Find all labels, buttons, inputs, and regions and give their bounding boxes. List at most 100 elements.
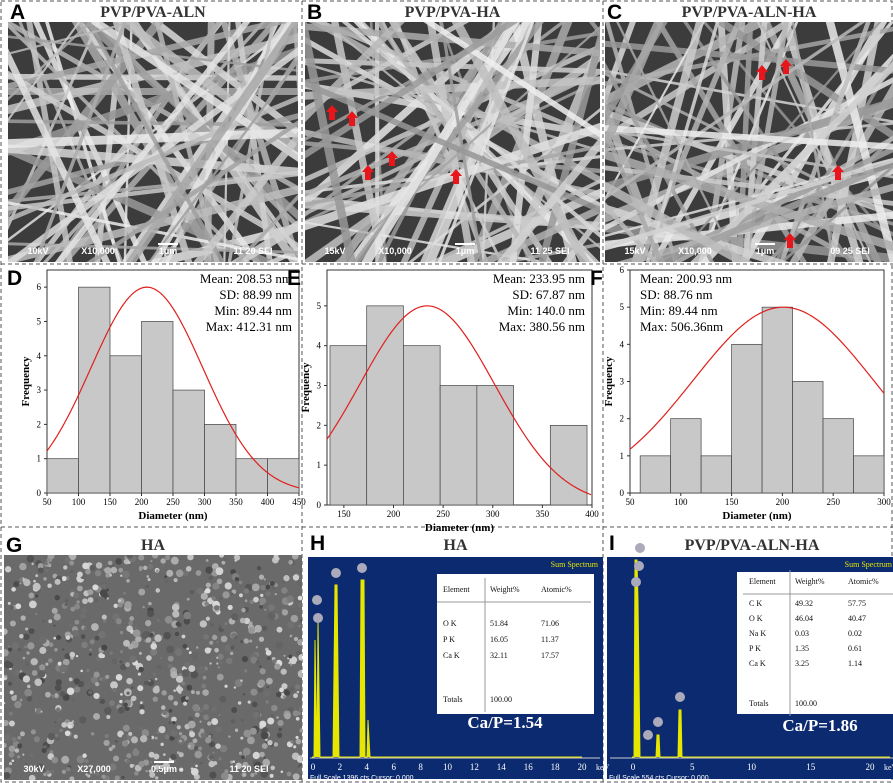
grain (211, 634, 218, 641)
fiber (220, 22, 298, 262)
grain (295, 684, 301, 690)
grain (237, 701, 242, 705)
grain (118, 567, 124, 573)
fiber (714, 22, 893, 140)
grain (290, 740, 294, 744)
grain (69, 560, 75, 566)
grain (230, 760, 234, 764)
grain (54, 734, 59, 738)
grain (4, 566, 12, 573)
grain (164, 575, 168, 579)
grain (215, 567, 224, 576)
grain (234, 555, 241, 561)
table-cell: 3.25 (795, 659, 809, 668)
grain (119, 699, 123, 704)
grain (65, 599, 69, 603)
grain (185, 696, 189, 701)
grain (115, 674, 123, 681)
grain (55, 707, 61, 713)
x-tick-label: 150 (337, 509, 351, 519)
grain (124, 601, 132, 609)
table-cell: 1.14 (848, 659, 862, 668)
grain (9, 690, 14, 695)
fiber (331, 22, 387, 262)
x-tick-label: 50 (626, 497, 636, 507)
grain (74, 619, 80, 625)
grain (243, 729, 252, 738)
grain (279, 687, 284, 693)
grain (200, 592, 208, 600)
grain (106, 597, 109, 600)
grain (253, 596, 259, 603)
fiber (605, 22, 664, 157)
grain (137, 685, 144, 692)
grain (173, 760, 177, 763)
fiber (605, 22, 866, 200)
grain (216, 589, 220, 592)
grain (28, 600, 37, 609)
x-axis-label: Diameter (nm) (425, 522, 494, 534)
fiber (305, 22, 519, 159)
y-tick-label: 4 (620, 339, 625, 349)
grain (241, 608, 246, 613)
grain (253, 761, 262, 770)
x-axis-label: Diameter (nm) (722, 510, 791, 522)
grain (170, 556, 179, 565)
grain (297, 595, 302, 601)
grain (186, 684, 193, 691)
grain (200, 731, 207, 738)
fiber (671, 22, 882, 262)
peak-marker (634, 561, 644, 571)
grain (156, 664, 162, 670)
grain (89, 771, 93, 774)
sem-image (605, 22, 893, 262)
grain (189, 589, 195, 595)
grain (203, 714, 209, 721)
grain (181, 681, 186, 686)
grain (139, 709, 145, 715)
grain (189, 731, 196, 738)
grain (14, 701, 22, 709)
fiber (8, 171, 298, 211)
grain (221, 624, 226, 630)
bar (639, 455, 671, 494)
grain (182, 643, 188, 649)
grain (38, 636, 47, 644)
grain (152, 672, 157, 677)
grain (143, 565, 148, 570)
grain (248, 621, 253, 626)
grain (94, 635, 100, 641)
grain (29, 753, 34, 758)
grain (212, 751, 215, 754)
grain (298, 654, 302, 661)
sem-label: 15kV (324, 246, 345, 256)
grain (247, 700, 251, 704)
x-tick-label: 350 (536, 509, 550, 519)
grain (132, 629, 141, 638)
grain (8, 719, 11, 722)
grain (222, 557, 227, 562)
eds-unit: keV (884, 763, 893, 772)
grain (4, 719, 9, 727)
grain (23, 578, 31, 587)
grain (243, 588, 250, 594)
fiber (305, 141, 600, 174)
grain (101, 676, 107, 681)
grain (175, 675, 184, 683)
grain (48, 642, 54, 647)
grain (170, 729, 178, 737)
grain (43, 577, 47, 581)
grain (10, 605, 14, 610)
grain (254, 772, 258, 775)
grain (64, 603, 68, 607)
grain (243, 617, 251, 625)
grain (139, 701, 143, 705)
table-header: Weight% (795, 577, 825, 586)
grain (118, 599, 122, 603)
bar (366, 305, 404, 506)
grain (150, 761, 153, 764)
fiber (637, 22, 742, 262)
grain (295, 716, 300, 721)
grain (109, 700, 115, 707)
